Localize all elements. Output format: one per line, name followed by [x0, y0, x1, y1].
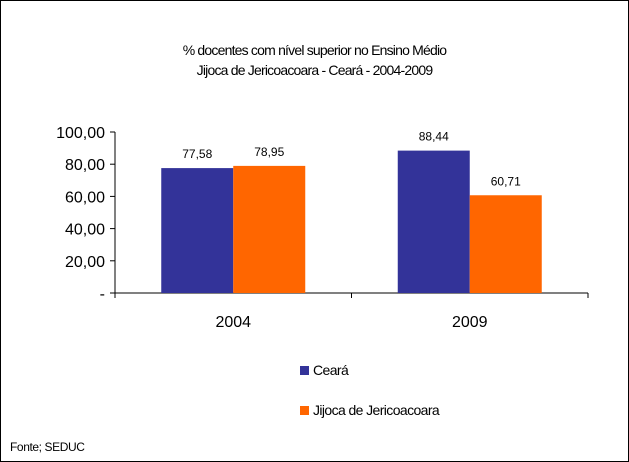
data-label-ceara-2009: 88,44	[419, 130, 449, 144]
legend-swatch-ceara	[300, 365, 309, 375]
bar-jijoca-2004	[233, 165, 306, 293]
x-category-label-2004: 2004	[215, 314, 251, 331]
y-tick-label-4: 80,00	[65, 157, 105, 174]
data-label-jijoca-2004: 78,95	[254, 145, 284, 159]
x-category-label-2009: 2009	[452, 314, 488, 331]
data-label-ceara-2004: 77,58	[182, 147, 212, 161]
legend-item-ceara: Ceará	[300, 362, 349, 378]
legend-label-jijoca: Jijoca de Jericoacoara	[313, 402, 440, 418]
y-tick-label-1: 20,00	[65, 254, 105, 271]
y-tick-label-3: 60,00	[65, 189, 105, 206]
y-tick-label-5: 100,00	[56, 125, 105, 142]
data-label-jijoca-2009: 60,71	[491, 174, 521, 188]
y-tick-label-0: -	[100, 286, 105, 303]
legend-swatch-jijoca	[300, 405, 309, 415]
legend-label-ceara: Ceará	[313, 362, 349, 378]
legend-item-jijoca: Jijoca de Jericoacoara	[300, 402, 440, 418]
chart-title-line-2: Jijoca de Jericoacoara - Ceará - 2004-20…	[196, 62, 433, 78]
bar-ceara-2009	[397, 150, 470, 293]
bar-jijoca-2009	[469, 195, 542, 293]
y-tick-label-2: 40,00	[65, 222, 105, 239]
source-note: Fonte; SEDUC	[10, 440, 85, 454]
chart-title-line-1: % docentes com nível superior no Ensino …	[182, 42, 447, 58]
bar-ceara-2004	[161, 168, 234, 293]
